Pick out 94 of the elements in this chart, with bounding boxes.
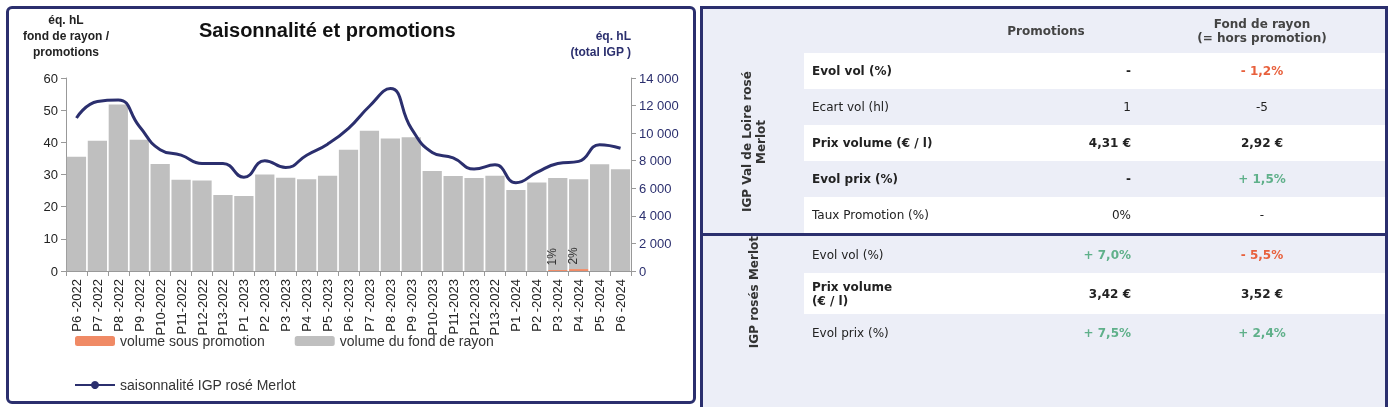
x-tick-label: P11-2022 bbox=[173, 279, 189, 335]
x-tick-label: P7 -2023 bbox=[361, 279, 377, 332]
x-tick-label: P2 -2023 bbox=[257, 279, 273, 332]
bar bbox=[276, 177, 296, 271]
y2-tick-label: 0 bbox=[639, 263, 647, 279]
category-label: Taux Promotion (%) bbox=[812, 208, 929, 222]
text: + 7,0% bbox=[1083, 247, 1131, 262]
y2-tick-label: 14 000 bbox=[639, 70, 679, 86]
category-label: Fond de rayon (= hors promotion) bbox=[1196, 16, 1328, 47]
x-tick-label: P10-2023 bbox=[424, 279, 440, 336]
bar bbox=[317, 175, 338, 271]
bar bbox=[569, 179, 589, 270]
x-tick-label: P4 -2024 bbox=[571, 279, 587, 332]
bar bbox=[338, 149, 359, 271]
bar bbox=[255, 174, 275, 271]
legend-label: saisonnalité IGP rosé Merlot bbox=[120, 377, 296, 393]
x-tick-label: P12-2022 bbox=[194, 279, 210, 336]
bar bbox=[548, 178, 568, 271]
bar bbox=[401, 137, 421, 271]
bar bbox=[589, 164, 610, 271]
text: 1 bbox=[1123, 100, 1131, 114]
text: - 5,5% bbox=[1240, 247, 1284, 262]
category-label: IGP rosés Merlot bbox=[746, 236, 761, 349]
y2-tick-label: 2 000 bbox=[639, 235, 672, 251]
annotation: 2% bbox=[565, 246, 580, 265]
y-tick-label: 20 bbox=[43, 199, 58, 215]
x-tick-label: P6 -2022 bbox=[68, 279, 84, 332]
category-label: Prix volume (€ / l) bbox=[812, 279, 893, 308]
x-tick-label: P3 -2023 bbox=[278, 279, 294, 332]
y-tick-label: 10 bbox=[43, 231, 58, 247]
annotation: 1% bbox=[544, 247, 559, 266]
text: 4,31 € bbox=[1088, 136, 1131, 150]
bar bbox=[297, 179, 317, 271]
y-tick-label: 60 bbox=[43, 70, 58, 86]
category-label: Promotions bbox=[1006, 23, 1086, 40]
text: - 1,2% bbox=[1240, 64, 1284, 78]
text: 2,92 € bbox=[1240, 136, 1284, 150]
text: - bbox=[1126, 64, 1131, 78]
y2-tick-label: 12 000 bbox=[639, 98, 679, 114]
x-tick-label: P4 -2023 bbox=[299, 279, 315, 332]
y-tick-label: 40 bbox=[43, 134, 58, 150]
text: - bbox=[1126, 172, 1131, 186]
category-label: Evol vol (%) bbox=[812, 64, 892, 78]
bar bbox=[87, 140, 108, 271]
x-tick-label: P1 -2023 bbox=[236, 279, 252, 332]
text: 3,52 € bbox=[1240, 286, 1284, 301]
bar bbox=[66, 156, 87, 271]
y-axis-title: éq. hL fond de rayon / promotions bbox=[22, 13, 110, 59]
x-tick-label: P8 -2023 bbox=[382, 279, 398, 332]
category-label: IGP Val de Loire rosé Merlot bbox=[739, 71, 768, 212]
y2-axis-title: éq. hL (total IGP ) bbox=[570, 29, 631, 59]
text: 0% bbox=[1111, 208, 1131, 222]
x-tick-label: P6 -2024 bbox=[613, 279, 629, 332]
text: - bbox=[1259, 208, 1265, 222]
y-tick-label: 0 bbox=[50, 263, 58, 279]
bar bbox=[610, 169, 631, 271]
x-tick-label: P2 -2024 bbox=[529, 279, 545, 332]
x-tick-label: P7 -2022 bbox=[89, 279, 105, 332]
x-tick-label: P13-2022 bbox=[215, 279, 231, 336]
y-tick-label: 50 bbox=[43, 102, 58, 118]
bar bbox=[422, 170, 442, 271]
y2-tick-label: 10 000 bbox=[639, 125, 679, 141]
category-label: Evol prix (%) bbox=[812, 172, 899, 186]
text: + 1,5% bbox=[1238, 172, 1286, 186]
category-label: Evol vol (%) bbox=[812, 247, 884, 262]
y-tick-label: 30 bbox=[43, 167, 58, 182]
line-series bbox=[74, 87, 623, 185]
category-label: Evol prix (%) bbox=[812, 325, 889, 340]
text: + 2,4% bbox=[1238, 325, 1286, 340]
x-tick-label: P9 -2023 bbox=[403, 279, 419, 332]
y2-tick-label: 8 000 bbox=[639, 153, 672, 169]
chart-title: Saisonnalité et promotions bbox=[199, 19, 456, 41]
bar bbox=[380, 138, 400, 271]
bar bbox=[359, 130, 380, 271]
x-tick-label: P6 -2023 bbox=[341, 279, 356, 332]
x-tick-label: P13-2022 bbox=[487, 279, 503, 336]
x-tick-label: P5 -2024 bbox=[592, 279, 608, 332]
category-label: Prix volume (€ / l) bbox=[812, 136, 933, 150]
x-tick-label: P12-2023 bbox=[466, 279, 482, 336]
x-tick-label: P10-2022 bbox=[152, 279, 168, 336]
y2-tick-label: 6 000 bbox=[639, 180, 672, 196]
text: + 7,5% bbox=[1083, 325, 1131, 340]
category-label: Ecart vol (hl) bbox=[812, 100, 889, 114]
x-tick-label: P9 -2022 bbox=[131, 279, 147, 332]
y2-tick-label: 4 000 bbox=[639, 208, 672, 224]
x-tick-label: P3 -2024 bbox=[550, 279, 566, 332]
text: 3,42 € bbox=[1088, 286, 1131, 301]
bar bbox=[129, 139, 149, 271]
x-tick-label: P11-2023 bbox=[445, 279, 461, 335]
x-tick-label: P1 -2024 bbox=[508, 279, 524, 332]
x-tick-label: P5 -2023 bbox=[320, 279, 336, 332]
text: -5 bbox=[1256, 100, 1268, 114]
bar bbox=[108, 104, 128, 271]
x-tick-label: P8 -2022 bbox=[110, 279, 126, 332]
